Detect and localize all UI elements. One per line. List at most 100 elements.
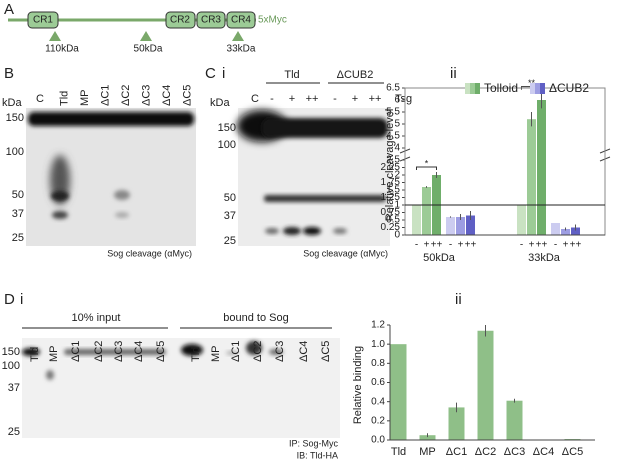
band xyxy=(262,118,388,138)
y-tick-label: 0.4 xyxy=(371,396,385,407)
panel-sub: i xyxy=(222,65,225,82)
marker-label: 100 xyxy=(218,139,236,151)
y-tick-label: 1.0 xyxy=(371,339,385,350)
bar xyxy=(537,100,546,235)
marker-label: 25 xyxy=(12,232,24,244)
marker-label: 150 xyxy=(218,122,236,134)
y-tick-label: 0.8 xyxy=(371,358,385,369)
lane-label: MP xyxy=(210,346,222,363)
lane-label: Tld xyxy=(190,347,202,362)
caption: Sog cleavage (αMyc) xyxy=(303,248,388,258)
band xyxy=(303,227,321,235)
panel-a: A CR1 CR2 CR3 CR4 5xMyc 110kDa 50kDa 33k… xyxy=(4,1,287,55)
y-tick-label: 1.75 xyxy=(381,177,401,188)
y-tick-label: 4.5 xyxy=(386,131,400,142)
domain xyxy=(165,11,196,29)
site-label: 33kDa xyxy=(227,44,256,55)
band xyxy=(52,211,68,219)
lane-label: ΔC2 xyxy=(252,341,264,362)
bar xyxy=(527,119,536,235)
y-tick-label: 0.75 xyxy=(381,207,401,218)
dose-label: ++ xyxy=(369,93,382,105)
marker-label: 25 xyxy=(224,235,236,247)
panel-letter: B xyxy=(4,65,14,82)
break-symbol xyxy=(399,148,611,162)
lane-label: ΔC1 xyxy=(99,85,111,106)
lane-label: Tld xyxy=(58,91,70,106)
unit-label: kDa xyxy=(210,97,230,109)
bar xyxy=(390,344,407,440)
domain xyxy=(196,11,226,29)
y-tick-label: 6.5 xyxy=(386,83,400,94)
significance-bracket xyxy=(416,166,437,170)
dose-label: + xyxy=(289,93,295,105)
legend-swatch xyxy=(540,83,545,94)
significance-label: * xyxy=(425,158,429,168)
dose-label: + xyxy=(529,240,535,251)
lane-label: C xyxy=(36,93,44,105)
domain xyxy=(27,11,59,29)
bar xyxy=(422,187,431,235)
bar xyxy=(446,217,455,235)
x-tick-label: 50kDa xyxy=(423,252,456,264)
dose-label: + xyxy=(458,240,464,251)
band xyxy=(246,341,262,355)
lane-label: ΔC5 xyxy=(320,341,332,362)
dose-label: ++ xyxy=(536,240,548,251)
group-label: 10% input xyxy=(72,312,121,324)
y-tick-label: 0.25 xyxy=(381,222,401,233)
y-tick-label: 1.5 xyxy=(386,185,400,196)
dose-label: - xyxy=(554,240,557,251)
y-tick-label: 2 xyxy=(394,170,400,181)
domain-label: CR1 xyxy=(33,15,53,26)
legend-swatch xyxy=(465,83,470,94)
lane-label: ΔC5 xyxy=(181,85,193,106)
y-tick-label: 0.5 xyxy=(386,215,400,226)
cofactor-label: Tsg xyxy=(395,93,412,105)
x-tick-label: ΔC3 xyxy=(504,446,525,458)
bar xyxy=(551,223,560,235)
panel-letter: C xyxy=(205,65,216,82)
dose-label: + xyxy=(424,240,430,251)
dose-label: ++ xyxy=(465,240,477,251)
band xyxy=(226,351,238,355)
marker-label: 37 xyxy=(8,382,20,394)
y-tick-label: 4 xyxy=(394,143,400,154)
marker-label: 37 xyxy=(12,208,24,220)
x-tick-label: Tld xyxy=(391,446,406,458)
site-label: 50kDa xyxy=(134,44,163,55)
lane-label: Tld xyxy=(29,347,41,362)
y-tick-label: 0.2 xyxy=(371,415,385,426)
group-label: ΔCUB2 xyxy=(337,69,374,81)
domain-label: CR2 xyxy=(170,15,190,26)
marker-label: 25 xyxy=(8,426,20,438)
band xyxy=(283,227,301,235)
legend-swatch xyxy=(530,83,535,94)
panel-sub: ii xyxy=(450,65,457,82)
domain xyxy=(226,11,256,29)
y-axis-label: Relative binding xyxy=(352,346,364,424)
y-tick-label: 1.2 xyxy=(371,320,385,331)
dose-label: + xyxy=(563,240,569,251)
dose-label: - xyxy=(333,93,337,105)
marker-label: 150 xyxy=(6,112,24,124)
x-tick-label: 33kDa xyxy=(528,252,561,264)
y-tick-label: 0 xyxy=(394,230,400,241)
panel-b: B kDa Sog cleavage (αMyc) xyxy=(2,65,196,258)
band xyxy=(264,195,386,202)
x-tick-label: ΔC5 xyxy=(562,446,583,458)
band xyxy=(46,370,54,380)
legend-swatch xyxy=(535,83,540,94)
band xyxy=(333,228,347,234)
lane-label: ΔC3 xyxy=(274,341,286,362)
footnote: IP: Sog-Myc xyxy=(289,438,339,448)
dose-label: ++ xyxy=(306,93,319,105)
group-label: Tld xyxy=(284,69,299,81)
y-tick-label: 1 xyxy=(394,200,400,211)
bar xyxy=(456,217,465,235)
lane-label: ΔC4 xyxy=(298,341,310,362)
band xyxy=(181,344,203,356)
marker-label: 50 xyxy=(224,192,236,204)
band xyxy=(51,191,69,201)
lane-label: C xyxy=(251,93,259,105)
